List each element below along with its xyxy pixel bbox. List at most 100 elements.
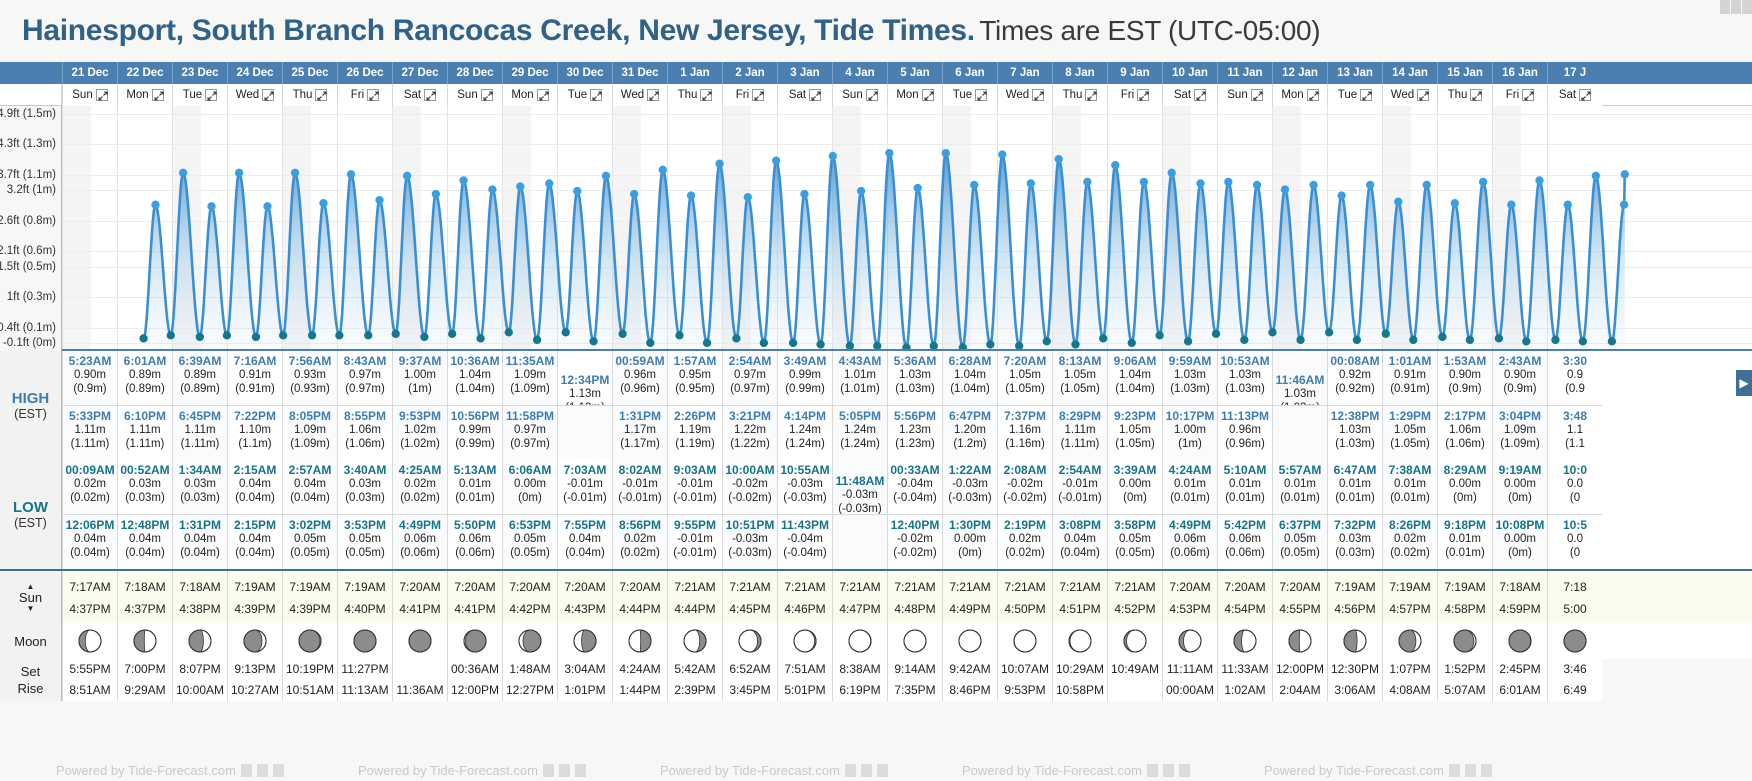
expand-icon[interactable] <box>809 89 822 101</box>
date-header-cell[interactable]: 31 Dec <box>612 62 667 84</box>
high-tide-cell[interactable]: 12:38PM 1.03m (1.03m) <box>1327 406 1382 460</box>
weekday-header-cell[interactable]: Fri <box>1492 84 1547 106</box>
weekday-header-cell[interactable]: Wed <box>1382 84 1437 106</box>
high-tide-cell[interactable]: 3:49AM 0.99m (0.99m) <box>777 351 832 405</box>
low-tide-cell[interactable]: 10:55AM -0.03m (-0.03m) <box>777 460 832 514</box>
expand-icon[interactable] <box>1194 89 1207 101</box>
high-tide-cell[interactable]: 2:43AM 0.90m (0.9m) <box>1492 351 1547 405</box>
weekday-header-cell[interactable]: Thu <box>1052 84 1107 106</box>
weekday-header-cell[interactable]: Sun <box>1217 84 1272 106</box>
weekday-header-cell[interactable]: Sun <box>62 84 117 106</box>
low-tide-cell[interactable]: 7:38AM 0.01m (0.01m) <box>1382 460 1437 514</box>
high-tide-cell[interactable]: 1:53AM 0.90m (0.9m) <box>1437 351 1492 405</box>
date-header-cell[interactable]: 26 Dec <box>337 62 392 84</box>
weekday-header-cell[interactable]: Thu <box>1437 84 1492 106</box>
high-tide-cell[interactable]: 7:16AM 0.91m (0.91m) <box>227 351 282 405</box>
scroll-right-button[interactable]: ▶ <box>1736 370 1752 396</box>
weekday-header-cell[interactable]: Tue <box>942 84 997 106</box>
expand-icon[interactable] <box>1306 89 1319 101</box>
expand-icon[interactable] <box>865 89 878 101</box>
weekday-header-cell[interactable]: Tue <box>172 84 227 106</box>
date-header-cell[interactable]: 21 Dec <box>62 62 117 84</box>
high-tide-cell[interactable]: 6:10PM 1.11m (1.11m) <box>117 406 172 460</box>
high-tide-cell[interactable]: 6:28AM 1.04m (1.04m) <box>942 351 997 405</box>
date-header-cell[interactable]: 30 Dec <box>557 62 612 84</box>
expand-icon[interactable] <box>262 89 275 101</box>
low-tide-cell[interactable]: 2:57AM 0.04m (0.04m) <box>282 460 337 514</box>
expand-icon[interactable] <box>315 89 328 101</box>
low-tide-cell[interactable]: 6:47AM 0.01m (0.01m) <box>1327 460 1382 514</box>
low-tide-cell[interactable]: 5:57AM 0.01m (0.01m) <box>1272 460 1327 514</box>
low-tide-cell[interactable]: 2:15AM 0.04m (0.04m) <box>227 460 282 514</box>
low-tide-cell[interactable]: 5:10AM 0.01m (0.01m) <box>1217 460 1272 514</box>
weekday-header-cell[interactable]: Tue <box>557 84 612 106</box>
date-header-cell[interactable]: 10 Jan <box>1162 62 1217 84</box>
low-tide-cell[interactable]: 00:09AM 0.02m (0.02m) <box>62 460 117 514</box>
date-header-cell[interactable]: 12 Jan <box>1272 62 1327 84</box>
high-tide-cell[interactable]: 5:36AM 1.03m (1.03m) <box>887 351 942 405</box>
high-tide-cell[interactable]: 10:36AM 1.04m (1.04m) <box>447 351 502 405</box>
date-header-cell[interactable]: 22 Dec <box>117 62 172 84</box>
high-tide-cell[interactable]: 10:53AM 1.03m (1.03m) <box>1217 351 1272 405</box>
weekday-header-cell[interactable]: Mon <box>887 84 942 106</box>
high-tide-cell[interactable]: 11:13PM 0.96m (0.96m) <box>1217 406 1272 460</box>
high-tide-cell[interactable]: 5:56PM 1.23m (1.23m) <box>887 406 942 460</box>
high-tide-cell[interactable]: 2:26PM 1.19m (1.19m) <box>667 406 722 460</box>
expand-icon[interactable] <box>921 89 934 101</box>
high-tide-cell[interactable]: 8:43AM 0.97m (0.97m) <box>337 351 392 405</box>
expand-icon[interactable] <box>536 89 549 101</box>
high-tide-cell[interactable]: 7:20AM 1.05m (1.05m) <box>997 351 1052 405</box>
low-tide-cell[interactable]: 8:29AM 0.00m (0m) <box>1437 460 1492 514</box>
low-tide-cell[interactable]: 11:43PM -0.04m (-0.04m) <box>777 515 832 569</box>
high-tide-cell[interactable]: 8:29PM 1.11m (1.11m) <box>1052 406 1107 460</box>
low-tide-cell[interactable]: 9:18PM 0.01m (0.01m) <box>1437 515 1492 569</box>
low-tide-cell[interactable]: 3:58PM 0.05m (0.05m) <box>1107 515 1162 569</box>
high-tide-cell[interactable]: 9:53PM 1.02m (1.02m) <box>392 406 447 460</box>
expand-icon[interactable] <box>205 89 218 101</box>
date-header-cell[interactable]: 16 Jan <box>1492 62 1547 84</box>
high-tide-cell[interactable]: 00:08AM 0.92m (0.92m) <box>1327 351 1382 405</box>
expand-icon[interactable] <box>1470 89 1483 101</box>
high-tide-cell[interactable] <box>557 406 612 460</box>
expand-icon[interactable] <box>1579 89 1592 101</box>
date-header-cell[interactable]: 29 Dec <box>502 62 557 84</box>
high-tide-cell[interactable]: 8:13AM 1.05m (1.05m) <box>1052 351 1107 405</box>
expand-icon[interactable] <box>1032 89 1045 101</box>
high-tide-cell[interactable]: 9:37AM 1.00m (1m) <box>392 351 447 405</box>
low-tide-cell[interactable]: 1:22AM -0.03m (-0.03m) <box>942 460 997 514</box>
low-tide-cell[interactable]: 00:52AM 0.03m (0.03m) <box>117 460 172 514</box>
high-tide-cell[interactable] <box>1272 406 1327 460</box>
low-tide-cell[interactable]: 00:33AM -0.04m (-0.04m) <box>887 460 942 514</box>
expand-icon[interactable] <box>975 89 988 101</box>
low-tide-cell[interactable]: 11:48AM -0.03m (-0.03m) <box>832 460 887 515</box>
expand-icon[interactable] <box>1250 89 1263 101</box>
low-tide-cell[interactable]: 4:25AM 0.02m (0.02m) <box>392 460 447 514</box>
weekday-header-cell[interactable]: Wed <box>612 84 667 106</box>
expand-icon[interactable] <box>1417 89 1430 101</box>
weekday-header-cell[interactable]: Mon <box>502 84 557 106</box>
high-tide-cell[interactable]: 1:29PM 1.05m (1.05m) <box>1382 406 1437 460</box>
date-header-cell[interactable]: 6 Jan <box>942 62 997 84</box>
weekday-header-cell[interactable]: Sun <box>832 84 887 106</box>
date-header-cell[interactable]: 27 Dec <box>392 62 447 84</box>
expand-icon[interactable] <box>590 89 603 101</box>
low-tide-cell[interactable]: 2:54AM -0.01m (-0.01m) <box>1052 460 1107 514</box>
low-tide-cell[interactable]: 5:42PM 0.06m (0.06m) <box>1217 515 1272 569</box>
weekday-header-cell[interactable]: Fri <box>1107 84 1162 106</box>
weekday-header-cell[interactable]: Sat <box>392 84 447 106</box>
expand-icon[interactable] <box>1522 89 1535 101</box>
low-tide-cell[interactable]: 6:06AM 0.00m (0m) <box>502 460 557 514</box>
low-tide-cell[interactable]: 10:0 0.0 (0 <box>1547 460 1602 514</box>
high-tide-cell[interactable]: 9:23PM 1.05m (1.05m) <box>1107 406 1162 460</box>
low-tide-cell[interactable]: 1:31PM 0.04m (0.04m) <box>172 515 227 569</box>
low-tide-cell[interactable]: 3:08PM 0.04m (0.04m) <box>1052 515 1107 569</box>
high-tide-cell[interactable]: 10:17PM 1.00m (1m) <box>1162 406 1217 460</box>
date-header-cell[interactable]: 7 Jan <box>997 62 1052 84</box>
date-header-cell[interactable]: 25 Dec <box>282 62 337 84</box>
low-tide-cell[interactable]: 5:13AM 0.01m (0.01m) <box>447 460 502 514</box>
high-tide-cell[interactable]: 6:39AM 0.89m (0.89m) <box>172 351 227 405</box>
low-tide-cell[interactable]: 4:49PM 0.06m (0.06m) <box>1162 515 1217 569</box>
low-tide-cell[interactable]: 6:53PM 0.05m (0.05m) <box>502 515 557 569</box>
expand-icon[interactable] <box>1137 89 1150 101</box>
